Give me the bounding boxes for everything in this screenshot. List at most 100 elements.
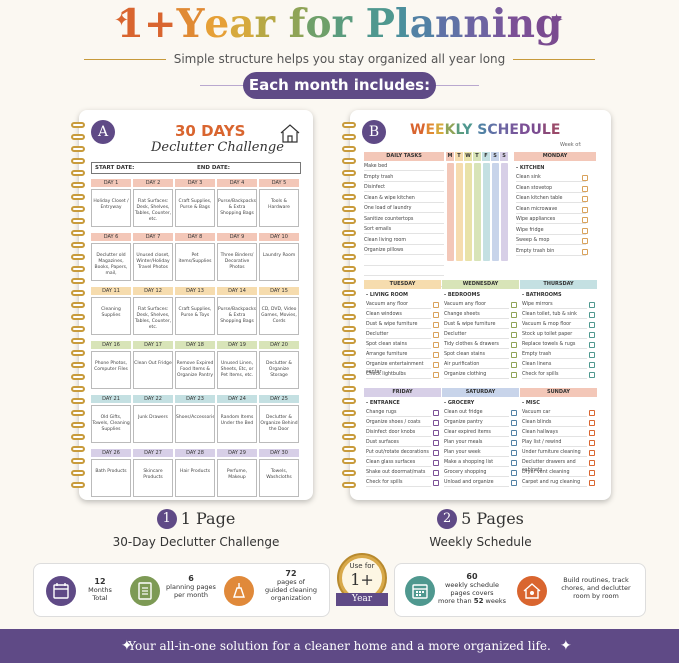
medal-top-text: Use for	[349, 562, 375, 570]
spiral-ring	[71, 206, 85, 212]
medal-bottom-text: Year	[351, 594, 373, 604]
checkbox	[589, 332, 595, 338]
spiral-ring	[71, 434, 85, 440]
badge-a: A	[91, 120, 115, 144]
spiral-ring	[342, 158, 356, 164]
chore: Clean microwave	[516, 206, 586, 214]
day-task: Declutter & Organize Storage	[259, 351, 299, 389]
title-letter: H	[497, 122, 510, 138]
day-task: Junk Drawers	[133, 405, 173, 443]
weekday-column	[473, 163, 481, 261]
stat-label: pages covers	[450, 589, 494, 597]
home-heart-icon	[517, 576, 547, 606]
title-letter: Y	[176, 1, 205, 47]
title-letter: L	[455, 122, 463, 138]
checkbox	[589, 430, 595, 436]
day-task: Flat Surfaces: Desk, Shelves, Tables, Co…	[133, 189, 173, 227]
date-row: START DATE: END DATE:	[91, 162, 301, 174]
room-heading: - GROCERY	[444, 400, 475, 406]
chore: Carpet and rug cleaning	[522, 479, 587, 487]
stat-label: Build routines, track	[563, 576, 629, 584]
weekday-column	[455, 163, 463, 261]
spiral-ring	[342, 410, 356, 416]
day-task: Cleaning Supplies	[91, 297, 131, 335]
section-pill: Each month includes:	[243, 72, 436, 99]
day-header: SATURDAY	[442, 388, 519, 397]
caption-number: 2	[437, 508, 458, 529]
chore: Vacuum any floor	[366, 301, 431, 309]
title-letter: n	[506, 1, 535, 47]
stat-label: Months Total	[88, 586, 112, 602]
chore: Dryer vent cleaning	[522, 469, 587, 477]
day-header: DAY 16	[91, 341, 131, 349]
chore: Wipe appliances	[516, 216, 586, 224]
stat-number: 12	[94, 577, 106, 586]
challenge-row: DAY 16 Phone Photos, Computer Files DAY 17…	[91, 341, 301, 395]
chore: Replace towels & rugs	[522, 341, 587, 349]
room-heading: - MISC	[522, 400, 540, 406]
checkbox	[511, 420, 517, 426]
spiral-ring	[342, 230, 356, 236]
spiral-ring	[71, 194, 85, 200]
stat-label: weekly schedule	[445, 581, 499, 589]
title-letter: L	[541, 122, 551, 138]
title-letter: r	[254, 1, 276, 47]
caption-subtitle: Weekly Schedule	[429, 534, 532, 549]
spiral-ring	[342, 350, 356, 356]
daily-task: Sanitize countertops	[364, 216, 444, 224]
footer-text: Your all-in-one solution for a cleaner h…	[128, 639, 551, 653]
day-header: DAY 24	[217, 395, 257, 403]
title-letter: r	[331, 1, 353, 47]
checkbox	[511, 410, 517, 416]
chore: Plan your week	[444, 449, 509, 457]
spiral-ring	[71, 134, 85, 140]
title-letter: E	[509, 122, 519, 138]
chore: Shake out doormat/mats	[366, 469, 431, 477]
checkbox	[511, 332, 517, 338]
chore: Play list / rewind	[522, 439, 587, 447]
title-letter: e	[204, 1, 230, 47]
declutter-challenge-page: A 30 DAYS Declutter Challenge START DATE…	[71, 110, 313, 503]
divider	[434, 85, 479, 86]
checkbox	[433, 352, 439, 358]
divider	[200, 85, 245, 86]
spiral-ring	[342, 434, 356, 440]
weekday-header: W	[464, 152, 472, 161]
weekday-column	[482, 163, 490, 261]
chore: Under furniture cleaning	[522, 449, 587, 457]
chore: Declutter	[366, 331, 431, 339]
stat-label: chores, and declutter	[561, 584, 631, 592]
day-header: DAY 18	[175, 341, 215, 349]
challenge-grid: DAY 1 Holiday Closet / Entryway DAY 2 Flat …	[91, 179, 301, 503]
weekday-header: F	[482, 152, 490, 161]
stat-label: more than	[437, 597, 474, 605]
checkbox	[511, 342, 517, 348]
daily-task: One load of laundry	[364, 205, 444, 213]
chore: Organize shoes / coats	[366, 419, 431, 427]
chore: Spot clean stains	[366, 341, 431, 349]
chore: Wipe mirrors	[522, 301, 587, 309]
day-task: Declutter & Organize Behind the Door	[259, 405, 299, 443]
chore: Clean blinds	[522, 419, 587, 427]
title-letter: S	[477, 122, 488, 138]
stats-box-left: 12 Months Total 6 planning pages per month …	[33, 563, 330, 617]
spiral-ring	[71, 398, 85, 404]
checkbox	[589, 312, 595, 318]
spiral-ring	[71, 314, 85, 320]
weekday-column	[500, 163, 508, 261]
title-letter: n	[463, 1, 492, 47]
spiral-ring	[342, 326, 356, 332]
spiral-ring	[71, 146, 85, 152]
day-header: DAY 1	[91, 179, 131, 187]
checkbox	[433, 420, 439, 426]
day-header: DAY 19	[217, 341, 257, 349]
checkbox	[589, 322, 595, 328]
chore: Empty trash bin	[516, 248, 586, 256]
checkbox	[511, 352, 517, 358]
checkbox	[582, 175, 588, 181]
end-date-label: END DATE:	[197, 165, 230, 171]
spiral-ring	[342, 422, 356, 428]
spiral-ring	[342, 290, 356, 296]
day-task: Shoes/Accessories	[175, 405, 215, 443]
day-header: FRIDAY	[364, 388, 441, 397]
